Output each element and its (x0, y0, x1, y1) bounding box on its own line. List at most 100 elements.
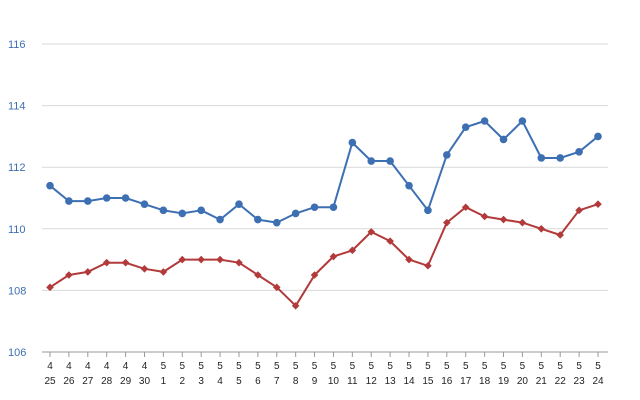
series-2-point (291, 302, 300, 310)
y-tick-label: 108 (8, 285, 26, 297)
x-axis: 4254264274284294305152535455565758595105… (42, 351, 608, 387)
x-tick-label-month: 5 (331, 361, 337, 372)
x-tick-label-month: 5 (482, 361, 488, 372)
x-tick-label-month: 4 (104, 361, 110, 372)
y-tick-label: 110 (8, 224, 26, 236)
x-tick-label-month: 4 (47, 361, 53, 372)
x-tick-label-day: 20 (517, 376, 529, 387)
x-tick-label-month: 5 (217, 361, 223, 372)
x-tick-label-day: 28 (101, 376, 113, 387)
series-1-point (121, 194, 130, 202)
x-tick-label-month: 4 (142, 361, 148, 372)
x-tick-label-day: 11 (347, 376, 358, 387)
x-tick-label-month: 5 (444, 361, 450, 372)
series-2-point (537, 225, 546, 233)
series-2-point (461, 203, 470, 212)
series-2-point (178, 255, 187, 264)
series-2-point (121, 258, 130, 267)
x-tick-label-day: 18 (479, 376, 491, 387)
x-tick-label-day: 13 (385, 376, 397, 387)
series-1-line (49, 120, 599, 224)
series-1-point (386, 157, 394, 165)
x-tick-label-month: 5 (539, 361, 545, 372)
series-2-point (424, 261, 432, 270)
x-tick-label-day: 17 (460, 376, 472, 387)
x-tick-label-month: 5 (501, 361, 507, 372)
series-1-point (216, 215, 224, 224)
x-tick-label-day: 12 (366, 376, 378, 387)
x-tick-label-month: 5 (463, 361, 469, 372)
series-1-point (46, 181, 54, 190)
x-tick-label-month: 5 (406, 361, 412, 372)
series-2-point (235, 258, 243, 267)
series-2-point (46, 283, 54, 292)
series-2-point (83, 268, 92, 276)
x-tick-label-month: 5 (368, 361, 374, 372)
series-2-point (518, 218, 527, 227)
series-1-point (83, 197, 92, 205)
series-1-point (254, 215, 262, 224)
series-1-point (461, 123, 470, 131)
x-tick-label-month: 5 (576, 361, 582, 372)
series-1-point (235, 200, 243, 208)
series-2-point (254, 271, 262, 279)
series-2-point (499, 215, 508, 224)
x-tick-label-day: 4 (217, 376, 223, 387)
series-2-point (310, 271, 319, 279)
series-1-point (178, 209, 187, 218)
x-tick-label-month: 4 (85, 361, 91, 372)
x-tick-label-day: 21 (536, 376, 548, 387)
series-1-point (537, 154, 546, 162)
series-2-point (367, 228, 376, 236)
series-2-point (386, 237, 394, 245)
y-tick-label: 106 (8, 347, 26, 359)
series-1-point (197, 206, 205, 215)
series-2-point (102, 258, 111, 267)
series-2-point (216, 255, 224, 264)
x-tick-label-day: 27 (82, 376, 94, 387)
x-tick-label-month: 5 (425, 361, 431, 372)
series-2-point (272, 283, 281, 292)
series-1-point (556, 154, 565, 162)
x-tick-label-day: 23 (574, 376, 586, 387)
x-tick-label-month: 4 (123, 361, 129, 372)
x-tick-label-month: 5 (274, 361, 280, 372)
y-tick-label: 116 (8, 39, 26, 51)
x-tick-label-day: 24 (592, 376, 604, 387)
y-tick-label: 114 (8, 101, 26, 113)
series-1-point (310, 203, 319, 212)
series-2-point (65, 271, 73, 279)
series-1-point (575, 148, 583, 156)
series-2-point (594, 200, 602, 208)
x-tick-label-month: 5 (312, 361, 318, 372)
x-tick-label-day: 5 (236, 376, 242, 387)
x-tick-label-month: 5 (161, 361, 167, 372)
x-tick-label-day: 19 (498, 376, 510, 387)
series-2-point (348, 246, 357, 255)
x-tick-label-day: 22 (555, 376, 567, 387)
series-group (46, 117, 602, 310)
series-1-point (367, 157, 376, 165)
x-tick-label-day: 29 (120, 376, 132, 387)
x-tick-label-day: 30 (139, 376, 151, 387)
x-tick-label-day: 14 (403, 376, 415, 387)
x-tick-label-day: 1 (161, 376, 167, 387)
series-1-point (159, 206, 168, 215)
series-1-point (518, 117, 527, 125)
series-2-point (575, 206, 583, 215)
series-2-point (405, 255, 413, 264)
x-tick-label-month: 5 (236, 361, 242, 372)
x-tick-label-month: 5 (595, 361, 601, 372)
series-1-point (443, 151, 451, 159)
series-2-point (159, 268, 168, 276)
x-tick-label-day: 2 (179, 376, 185, 387)
series-1-point (140, 200, 149, 208)
x-tick-label-month: 5 (557, 361, 563, 372)
x-tick-label-day: 3 (198, 376, 204, 387)
x-tick-label-day: 26 (63, 376, 75, 387)
x-tick-label-day: 6 (255, 376, 261, 387)
series-1-point (405, 181, 413, 190)
series-2-point (443, 218, 451, 227)
series-1-point (329, 203, 338, 212)
